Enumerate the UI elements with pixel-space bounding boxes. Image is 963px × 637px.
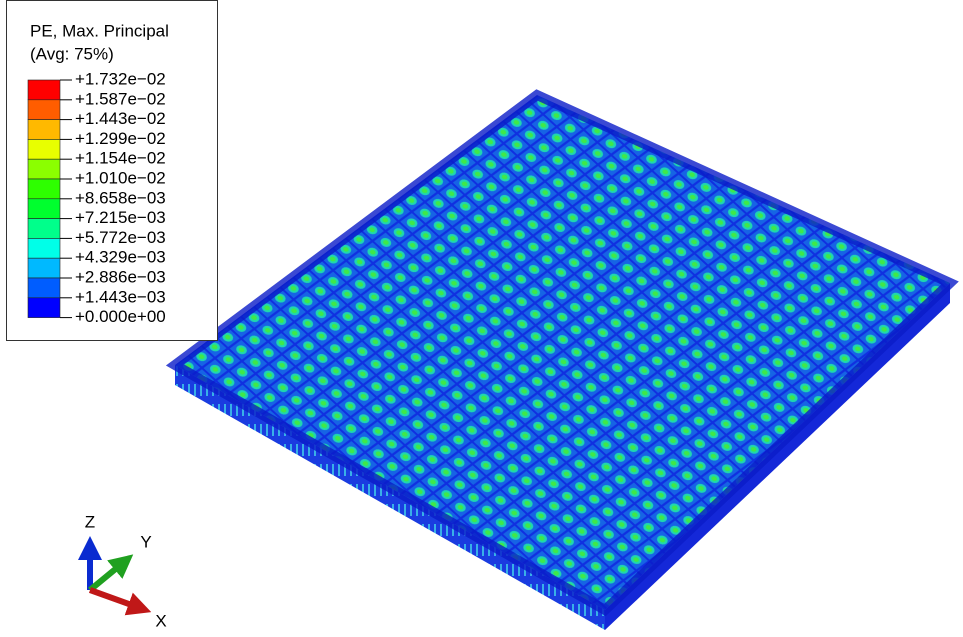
legend-swatch bbox=[28, 278, 60, 298]
legend-label: +0.000e+00 bbox=[75, 307, 166, 326]
legend-label: +8.658e−03 bbox=[75, 188, 166, 207]
plate-top bbox=[175, 95, 950, 610]
plate bbox=[175, 95, 950, 630]
legend-label: +1.299e−02 bbox=[75, 129, 166, 148]
x-axis-label: X bbox=[155, 611, 166, 630]
legend-swatch bbox=[28, 80, 60, 100]
legend-swatch bbox=[28, 258, 60, 278]
legend-swatch bbox=[28, 219, 60, 239]
legend-label: +1.732e−02 bbox=[75, 69, 166, 88]
legend-label: +5.772e−03 bbox=[75, 228, 166, 247]
legend-swatch bbox=[28, 139, 60, 159]
legend: PE, Max. Principal (Avg: 75%) +1.732e−02… bbox=[7, 1, 218, 341]
legend-label: +1.154e−02 bbox=[75, 149, 166, 168]
legend-label: +1.587e−02 bbox=[75, 89, 166, 108]
legend-swatch bbox=[28, 238, 60, 258]
legend-swatch bbox=[28, 100, 60, 120]
x-axis-arrow bbox=[90, 590, 140, 608]
legend-swatch bbox=[28, 298, 60, 318]
viewport: PE, Max. Principal (Avg: 75%) +1.732e−02… bbox=[0, 0, 963, 637]
legend-label: +4.329e−03 bbox=[75, 248, 166, 267]
legend-label: +1.443e−02 bbox=[75, 109, 166, 128]
y-axis-arrow bbox=[90, 562, 124, 590]
legend-subtitle: (Avg: 75%) bbox=[30, 44, 114, 63]
legend-label: +1.443e−03 bbox=[75, 287, 166, 306]
legend-swatch bbox=[28, 159, 60, 179]
y-axis-label: Y bbox=[140, 532, 151, 551]
legend-swatch bbox=[28, 199, 60, 219]
legend-title: PE, Max. Principal bbox=[30, 21, 169, 40]
legend-label: +7.215e−03 bbox=[75, 208, 166, 227]
axis-triad: Z Y X bbox=[85, 512, 167, 630]
legend-swatch bbox=[28, 120, 60, 140]
legend-label: +1.010e−02 bbox=[75, 168, 166, 187]
z-axis-label: Z bbox=[85, 512, 95, 531]
legend-swatch bbox=[28, 179, 60, 199]
legend-label: +2.886e−03 bbox=[75, 267, 166, 286]
